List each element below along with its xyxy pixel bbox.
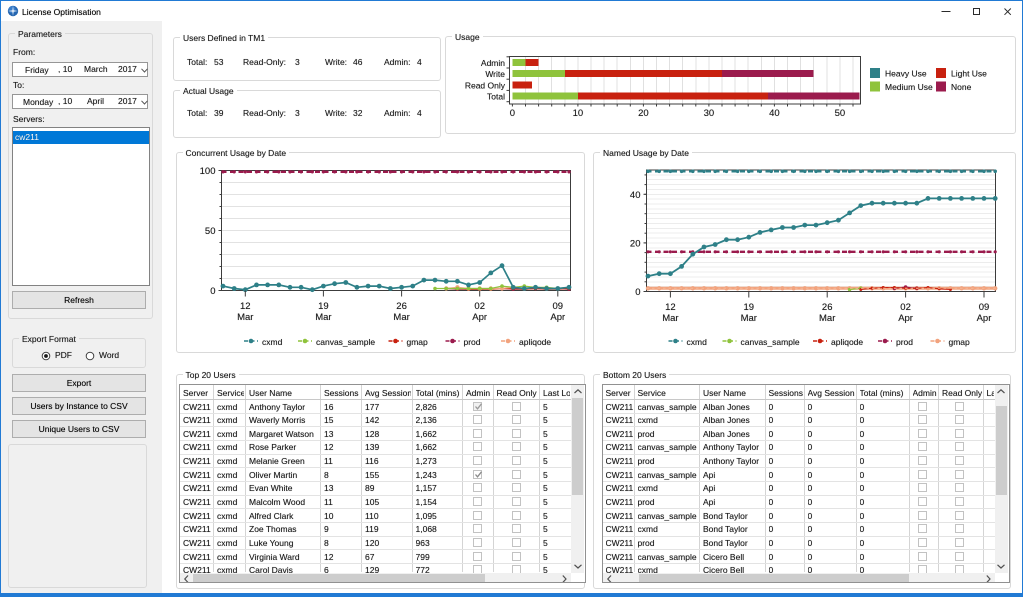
- svg-text:02: 02: [900, 302, 911, 313]
- svg-text:100: 100: [200, 166, 216, 177]
- svg-text:apliqode: apliqode: [831, 337, 863, 347]
- svg-text:09: 09: [553, 301, 564, 312]
- svg-text:gmap: gmap: [407, 337, 429, 347]
- svg-text:cxmd: cxmd: [262, 337, 283, 347]
- svg-text:Read Only: Read Only: [465, 80, 506, 90]
- svg-text:20: 20: [630, 238, 641, 249]
- svg-text:Mar: Mar: [237, 312, 253, 323]
- svg-text:Total: Total: [487, 92, 505, 102]
- svg-text:Apr: Apr: [977, 313, 992, 324]
- svg-text:Mar: Mar: [819, 313, 835, 324]
- svg-text:0: 0: [510, 108, 515, 119]
- svg-text:None: None: [951, 82, 972, 92]
- svg-text:apliqode: apliqode: [519, 337, 551, 347]
- svg-text:Medium Use: Medium Use: [885, 82, 933, 92]
- svg-text:prod: prod: [464, 337, 481, 347]
- svg-text:20: 20: [638, 108, 649, 119]
- svg-text:Apr: Apr: [550, 312, 565, 323]
- svg-text:26: 26: [396, 301, 407, 312]
- svg-text:cxmd: cxmd: [687, 337, 708, 347]
- svg-text:19: 19: [744, 302, 755, 313]
- svg-text:Mar: Mar: [393, 312, 409, 323]
- svg-text:50: 50: [205, 226, 216, 237]
- svg-text:canvas_sample: canvas_sample: [316, 337, 375, 347]
- svg-text:50: 50: [835, 108, 846, 119]
- svg-text:Mar: Mar: [662, 313, 678, 324]
- svg-text:19: 19: [318, 301, 329, 312]
- svg-text:12: 12: [240, 301, 251, 312]
- svg-text:10: 10: [573, 108, 584, 119]
- svg-text:Mar: Mar: [741, 313, 757, 324]
- svg-text:Mar: Mar: [315, 312, 331, 323]
- svg-text:0: 0: [210, 286, 215, 297]
- svg-text:Heavy Use: Heavy Use: [885, 69, 927, 79]
- svg-text:Apr: Apr: [472, 312, 487, 323]
- svg-text:gmap: gmap: [949, 337, 971, 347]
- svg-text:40: 40: [630, 190, 641, 201]
- svg-text:Write: Write: [485, 69, 505, 79]
- svg-text:09: 09: [979, 302, 990, 313]
- svg-text:prod: prod: [896, 337, 913, 347]
- svg-text:30: 30: [704, 108, 715, 119]
- svg-text:12: 12: [665, 302, 676, 313]
- svg-text:26: 26: [822, 302, 833, 313]
- svg-text:40: 40: [769, 108, 780, 119]
- svg-text:0: 0: [635, 287, 640, 298]
- svg-text:Light Use: Light Use: [951, 69, 987, 79]
- svg-text:canvas_sample: canvas_sample: [741, 337, 800, 347]
- svg-text:02: 02: [474, 301, 485, 312]
- svg-text:Apr: Apr: [898, 313, 913, 324]
- svg-text:Admin: Admin: [481, 58, 505, 68]
